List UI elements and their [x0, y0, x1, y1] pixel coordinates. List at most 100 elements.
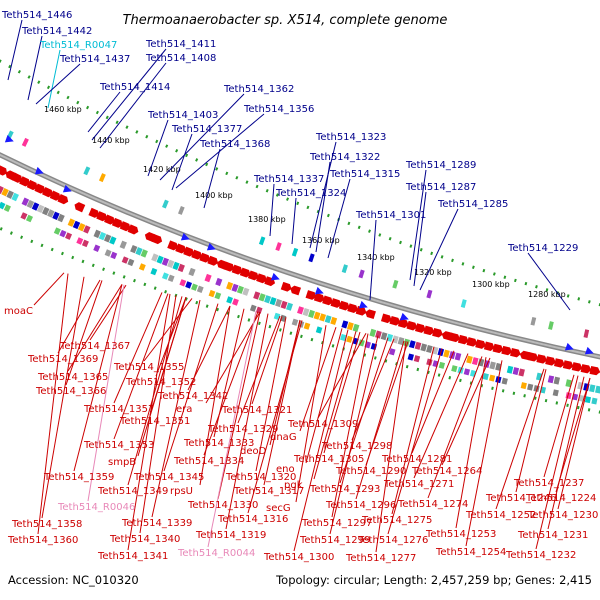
cog-segment — [20, 212, 27, 220]
gene-label[interactable]: Teth514_1324 — [275, 188, 346, 199]
gene-label[interactable]: Teth514_1377 — [171, 124, 242, 135]
gene-label[interactable]: moaC — [4, 306, 33, 317]
gene-label[interactable]: Teth514_1414 — [99, 82, 170, 93]
gene-label[interactable]: Teth514_1330 — [187, 500, 258, 511]
gene-label[interactable]: Teth514_1442 — [21, 26, 92, 37]
gene-label[interactable]: deoD — [240, 446, 267, 457]
gene-label[interactable]: Teth514_1437 — [59, 54, 130, 65]
cog-segment — [455, 353, 462, 361]
gene-label[interactable]: Teth514_1411 — [145, 39, 216, 50]
gene-label[interactable]: Teth514_R0046 — [57, 502, 135, 513]
gene-label[interactable]: Teth514_1323 — [315, 132, 386, 143]
gene-label[interactable]: Teth514_1290 — [335, 466, 406, 477]
gene-label[interactable]: Teth514_1231 — [517, 530, 588, 541]
gene-label[interactable]: Teth514_1356 — [243, 104, 314, 115]
gene-label[interactable]: smpB — [108, 457, 136, 468]
gene-label[interactable]: Teth514_1300 — [263, 552, 334, 563]
gene-label[interactable]: Teth514_1351 — [119, 416, 190, 427]
gene-label[interactable]: Teth514_1368 — [199, 139, 270, 150]
gene-label[interactable]: Teth514_1353 — [83, 440, 154, 451]
gene-label[interactable]: Teth514_1352 — [125, 377, 196, 388]
gene-label[interactable]: Teth514_1309 — [287, 419, 358, 430]
gene-label[interactable]: Teth514_1301 — [355, 210, 426, 221]
gene-label[interactable]: Teth514_1274 — [397, 499, 468, 510]
gene-label[interactable]: Teth514_1230 — [527, 510, 598, 521]
gene-label[interactable]: Teth514_1229 — [507, 243, 578, 254]
gene-label[interactable]: rpsU — [170, 486, 193, 497]
rev-feature — [292, 248, 298, 257]
cog-segment — [303, 308, 310, 316]
gene-label[interactable]: Teth514_1253 — [425, 529, 496, 540]
gene-label[interactable]: Teth514_R0044 — [177, 548, 255, 559]
map-title: Thermoanaerobacter sp. X514, complete ge… — [123, 13, 448, 28]
top-connector — [36, 64, 80, 104]
gene-label[interactable]: secG — [266, 503, 291, 514]
gene-label[interactable]: Teth514_1285 — [437, 199, 508, 210]
gene-label[interactable]: Teth514_1367 — [59, 341, 130, 352]
cog-segment — [527, 384, 533, 391]
gene-label[interactable]: Teth514_1342 — [157, 391, 228, 402]
gene-label[interactable]: Teth514_1277 — [345, 553, 416, 564]
gene-label[interactable]: Teth514_1345 — [133, 472, 204, 483]
gene-label[interactable]: Teth514_1287 — [405, 182, 476, 193]
gene-label[interactable]: era — [176, 404, 192, 415]
gene-label[interactable]: Teth514_R0047 — [39, 40, 117, 51]
gene-label[interactable]: Teth514_1232 — [505, 550, 576, 561]
gene-label[interactable]: Teth514_1276 — [357, 535, 428, 546]
gene-label[interactable]: Teth514_1408 — [145, 53, 216, 64]
cog-segment — [105, 249, 112, 256]
gene-label[interactable]: Teth514_1360 — [7, 535, 78, 546]
gene-label[interactable]: Teth514_1334 — [173, 456, 244, 467]
gene-label[interactable]: Teth514_1339 — [121, 518, 192, 529]
gene-label[interactable]: Teth514_1254 — [435, 547, 506, 558]
gene-label[interactable]: eno — [276, 464, 295, 475]
gene-label[interactable]: Teth514_1358 — [11, 519, 82, 530]
gene-label[interactable]: Teth514_1321 — [221, 405, 292, 416]
gene-label[interactable]: Teth514_1296 — [325, 500, 396, 511]
gene-label[interactable]: Teth514_1359 — [43, 472, 114, 483]
gene-label[interactable]: Teth514_1237 — [513, 478, 584, 489]
gene-label[interactable]: Teth514_1316 — [217, 514, 288, 525]
cog-segment — [232, 298, 239, 305]
gene-label[interactable]: Teth514_1357 — [83, 404, 154, 415]
gene-label[interactable]: Teth514_1275 — [361, 515, 432, 526]
gene-label[interactable]: Teth514_1403 — [147, 110, 218, 121]
gene-label[interactable]: Teth514_1315 — [329, 169, 400, 180]
cog-segment — [127, 259, 134, 266]
gene-label[interactable]: Teth514_1366 — [35, 386, 106, 397]
gene-label[interactable]: Teth514_1341 — [97, 551, 168, 562]
gene-label[interactable]: Teth514_1446 — [1, 10, 72, 21]
gene-label[interactable]: Teth514_1349 — [97, 486, 168, 497]
gene-label[interactable]: Teth514_1319 — [195, 530, 266, 541]
cog-segment — [521, 382, 527, 389]
gene-label[interactable]: Teth514_1271 — [383, 479, 454, 490]
gene-label[interactable]: Teth514_1365 — [37, 372, 108, 383]
gene-label[interactable]: Teth514_1305 — [293, 454, 364, 465]
cog-segment — [483, 373, 489, 380]
gene-arrow — [73, 201, 85, 212]
gene-label[interactable]: Teth514_1252 — [465, 510, 536, 521]
rev-feature — [461, 299, 467, 308]
cog-segment — [304, 323, 311, 330]
cog-segment — [26, 215, 33, 223]
gene-label[interactable]: Teth514_1340 — [109, 534, 180, 545]
gene-label[interactable]: Teth514_1264 — [411, 466, 482, 477]
gene-label[interactable]: Teth514_1337 — [253, 174, 324, 185]
rev-feature — [83, 166, 90, 175]
cog-segment — [353, 324, 360, 332]
gene-label[interactable]: dnaG — [270, 432, 297, 443]
gene-label[interactable]: Teth514_1289 — [405, 160, 476, 171]
gene-label[interactable]: pgk — [284, 480, 303, 491]
gene-label[interactable]: Teth514_1322 — [309, 152, 380, 163]
gene-label[interactable]: Teth514_1355 — [113, 362, 184, 373]
gene-label[interactable]: Teth514_1293 — [309, 484, 380, 495]
gene-label[interactable]: Teth514_1298 — [321, 441, 392, 452]
cog-segment — [270, 297, 277, 305]
gene-label[interactable]: Teth514_1281 — [381, 454, 452, 465]
gene-label[interactable]: Teth514_1369 — [27, 354, 98, 365]
cog-segment — [589, 384, 595, 392]
gene-label[interactable]: Teth514_1362 — [223, 84, 294, 95]
gene-label[interactable]: Teth514_1224 — [525, 493, 596, 504]
gene-label[interactable]: Teth514_1329 — [207, 424, 278, 435]
cog-segment — [110, 252, 117, 259]
